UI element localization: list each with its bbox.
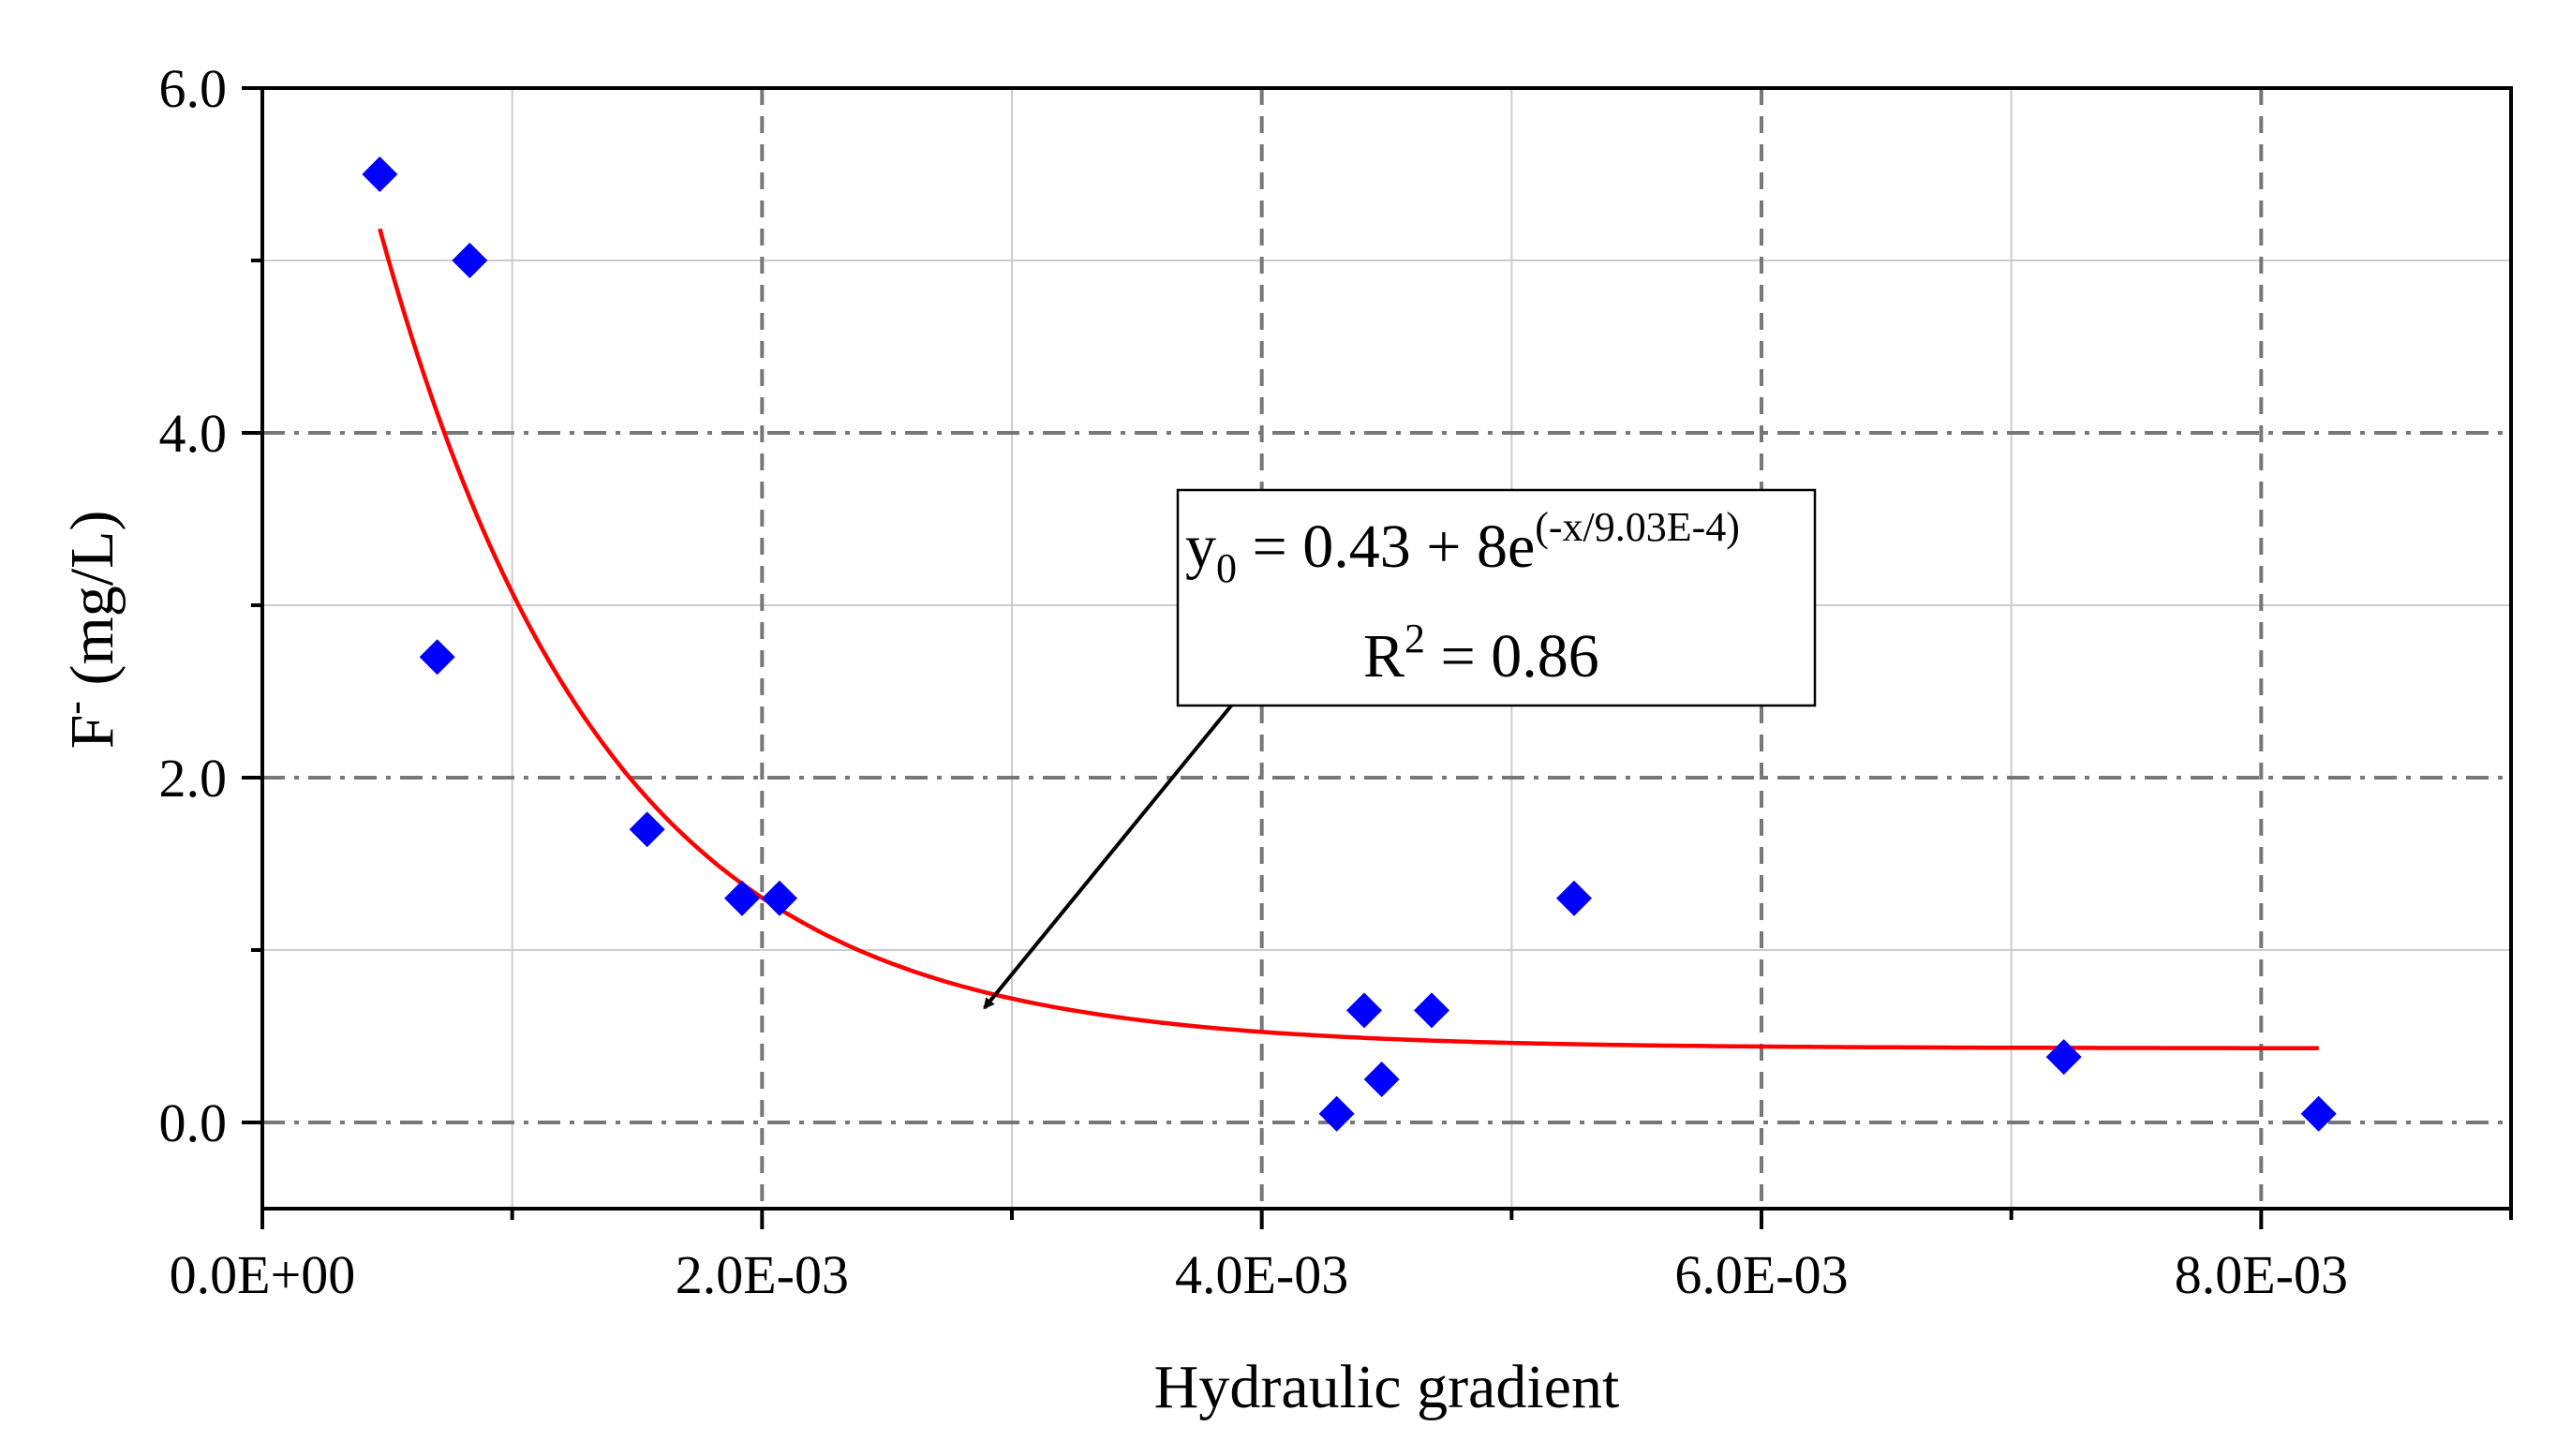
- fit-curve: [378, 228, 2319, 1050]
- annotation-box: [1176, 488, 1817, 707]
- data-point: [452, 243, 488, 278]
- data-point: [1346, 992, 1382, 1029]
- x-tick-label: 2.0E-03: [676, 1244, 849, 1305]
- fit-equation: y0 = 0.43 + 8e(-x/9.03E-4): [1185, 504, 1740, 591]
- x-tick-label: 0.0E+00: [170, 1244, 356, 1305]
- y-axis-title: F- (mg/L): [52, 511, 126, 750]
- data-point: [724, 880, 760, 916]
- fit-layer: [378, 228, 2319, 1050]
- data-point: [1556, 880, 1592, 916]
- y-tick-label: 6.0: [159, 58, 228, 119]
- y-tick-label: 4.0: [159, 403, 228, 464]
- data-point: [419, 639, 455, 676]
- annotation-arrow: [983, 703, 1234, 1010]
- data-point: [2045, 1039, 2082, 1076]
- x-tick-label: 6.0E-03: [1674, 1244, 1848, 1305]
- x-axis-title: Hydraulic gradient: [1154, 1353, 1620, 1421]
- data-point: [362, 156, 398, 192]
- data-point: [2300, 1095, 2337, 1132]
- data-point: [1414, 992, 1449, 1029]
- axes: 0.0E+00 2.0E-03 4.0E-03 6.0E-03 8.0E-03 0.0 2.…: [159, 58, 2513, 1305]
- data-point: [762, 880, 797, 916]
- x-tick-label: 8.0E-03: [2175, 1244, 2348, 1305]
- plot-frame: [260, 86, 2513, 1211]
- y-tick-label: 0.0: [159, 1092, 228, 1153]
- data-point: [1363, 1062, 1400, 1097]
- r-squared: R2 = 0.86: [1363, 616, 1599, 691]
- x-tick-label: 4.0E-03: [1175, 1244, 1348, 1305]
- data-point: [1318, 1095, 1355, 1132]
- y-tick-label: 2.0: [159, 748, 228, 809]
- points-layer: [362, 156, 2337, 1132]
- annotation: y0 = 0.43 + 8e(-x/9.03E-4) R2 = 0.86: [983, 488, 1817, 1010]
- data-point: [629, 811, 665, 848]
